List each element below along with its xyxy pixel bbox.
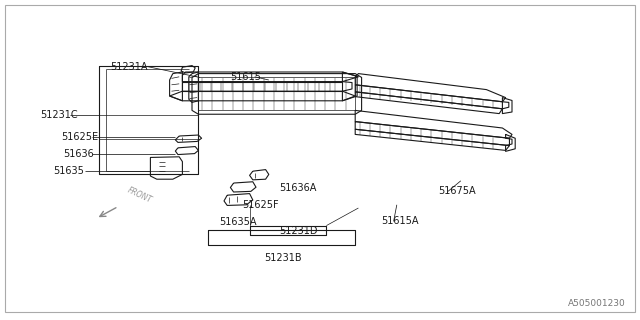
Text: A505001230: A505001230 [568, 299, 626, 308]
Text: 51625F: 51625F [242, 200, 278, 211]
Text: 51231D: 51231D [280, 226, 318, 236]
Text: 51636A: 51636A [280, 183, 317, 193]
Text: 51231A: 51231A [110, 61, 148, 72]
Text: 51625E: 51625E [61, 132, 98, 142]
Text: 51635A: 51635A [219, 217, 257, 227]
Text: 51615A: 51615A [381, 216, 419, 227]
Text: 51615: 51615 [230, 72, 261, 82]
Text: 51635: 51635 [53, 166, 84, 176]
Text: FRONT: FRONT [126, 186, 154, 205]
Text: 51636: 51636 [63, 148, 93, 159]
Text: 51231B: 51231B [264, 253, 302, 263]
Text: 51675A: 51675A [438, 186, 476, 196]
Text: 51231C: 51231C [40, 110, 78, 120]
